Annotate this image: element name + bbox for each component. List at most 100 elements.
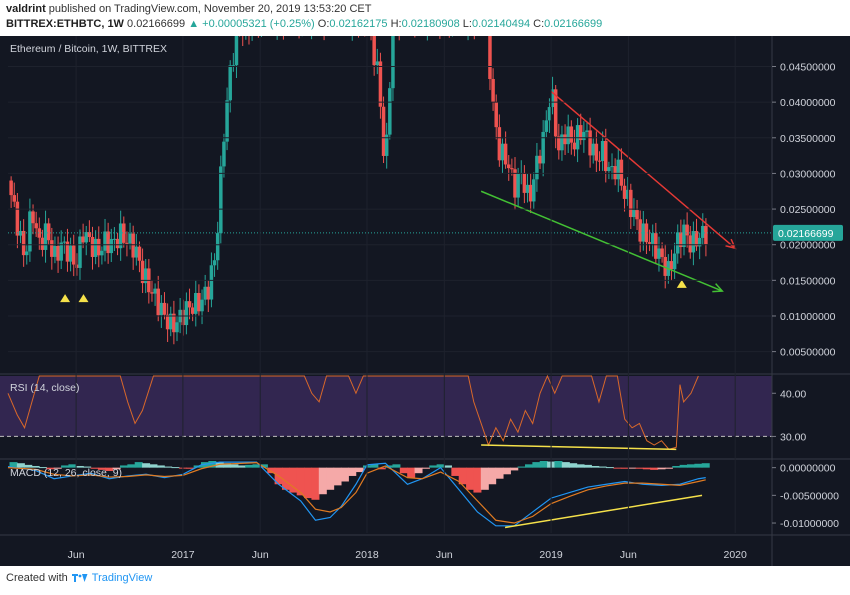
macd-histogram-bar — [583, 464, 592, 468]
candle — [625, 189, 630, 199]
candle — [234, 29, 239, 66]
macd-histogram-bar — [97, 467, 106, 470]
candle — [28, 211, 32, 252]
candle — [118, 223, 123, 249]
candle — [638, 219, 642, 242]
candle — [669, 261, 674, 270]
trading-chart[interactable]: 0.02166699 Jun 2017 Jun 2018 Jun 2019 Jun 2020 0… — [0, 0, 850, 566]
chart-background — [0, 36, 850, 566]
candle — [46, 223, 51, 241]
chart-header: valdrint published on TradingView.com, N… — [0, 0, 850, 36]
candle — [97, 238, 101, 256]
candle — [660, 248, 664, 257]
candle — [219, 166, 223, 234]
candle — [100, 250, 104, 256]
candle — [610, 166, 614, 168]
symbol-label: BITTREX:ETHBTC, 1W — [6, 18, 124, 30]
candle — [494, 102, 498, 128]
macd-histogram-bar — [149, 464, 158, 468]
candle — [137, 246, 142, 261]
candle — [203, 286, 207, 300]
published-text: published on TradingView.com, November 2… — [48, 3, 372, 15]
macd-histogram-bar — [664, 467, 673, 469]
macd-histogram-bar — [31, 465, 40, 468]
candle — [56, 245, 60, 261]
candle — [153, 288, 157, 294]
support-arrow-icon — [712, 283, 724, 293]
candle — [50, 240, 54, 257]
macd-histogram-bar — [524, 464, 533, 468]
candle — [701, 225, 705, 238]
candle — [550, 89, 555, 108]
rsi-band — [0, 376, 772, 437]
time-tick-label: Jun — [252, 549, 269, 561]
macd-histogram-bar — [223, 463, 232, 468]
candle — [378, 61, 383, 107]
macd-histogram-bar — [635, 467, 644, 469]
macd-histogram-bar — [370, 464, 379, 468]
candle — [622, 185, 627, 199]
candle — [604, 141, 608, 172]
candle — [25, 251, 29, 256]
candle — [109, 239, 114, 254]
macd-divergence-line — [504, 494, 703, 529]
candle — [375, 61, 380, 66]
candle — [9, 180, 13, 196]
macd-histogram-bar — [598, 466, 607, 468]
candle — [215, 233, 220, 261]
candle — [384, 134, 389, 156]
macd-histogram-bar — [289, 467, 298, 493]
macd-histogram-bar — [414, 467, 423, 474]
candle — [194, 292, 198, 314]
candle — [613, 166, 617, 180]
price-tick-label: 0.03500000 — [780, 133, 836, 145]
candle — [34, 223, 38, 229]
macd-histogram-bar — [686, 464, 695, 468]
candle — [37, 228, 42, 238]
price-tick-label: 0.03000000 — [780, 168, 836, 180]
candle — [535, 155, 539, 180]
candle — [578, 125, 583, 141]
candle — [616, 159, 621, 180]
macd-histogram-bar — [208, 461, 217, 468]
candle — [632, 210, 636, 218]
chart-area[interactable]: 0.02166699 Jun 2017 Jun 2018 Jun 2019 Jun 2020 0… — [0, 0, 850, 566]
candle — [122, 223, 126, 243]
candle — [231, 65, 236, 67]
author-name[interactable]: valdrint — [6, 3, 46, 15]
candle — [156, 288, 160, 316]
candle — [128, 233, 132, 244]
rsi-pane[interactable] — [0, 374, 772, 451]
candle — [184, 301, 189, 326]
price-tick-label: 0.02500000 — [780, 204, 836, 216]
macd-histogram-bar — [532, 462, 541, 468]
macd-histogram-bar — [466, 467, 475, 490]
candle — [150, 292, 154, 294]
macd-histogram-bar — [296, 467, 305, 496]
candle — [635, 210, 639, 220]
time-tick-label: 2020 — [724, 549, 748, 561]
macd-tick-label: -0.01000000 — [780, 518, 839, 530]
candle — [103, 231, 107, 251]
macd-histogram-bar — [510, 467, 519, 471]
candle — [491, 79, 495, 103]
price-tick-label: 0.00500000 — [780, 347, 836, 359]
macd-histogram-bar — [171, 467, 180, 469]
candle — [694, 231, 699, 247]
tradingview-brand-link[interactable]: TradingView — [91, 572, 153, 584]
macd-histogram-bar — [429, 465, 438, 468]
macd-tick-label: -0.00500000 — [780, 490, 839, 502]
candle — [15, 201, 20, 236]
triangle-marker-icon — [60, 294, 71, 303]
candle — [209, 265, 214, 300]
price-tick-label: 0.01000000 — [780, 311, 836, 323]
macd-histogram-bar — [517, 466, 526, 468]
candle — [522, 172, 527, 193]
macd-histogram-bar — [451, 467, 460, 476]
candle — [538, 155, 542, 164]
candle — [675, 232, 680, 254]
macd-histogram-bar — [46, 467, 55, 470]
high-value: 0.02180908 — [401, 18, 460, 30]
candle — [585, 130, 589, 132]
macd-histogram-bar — [245, 464, 254, 468]
